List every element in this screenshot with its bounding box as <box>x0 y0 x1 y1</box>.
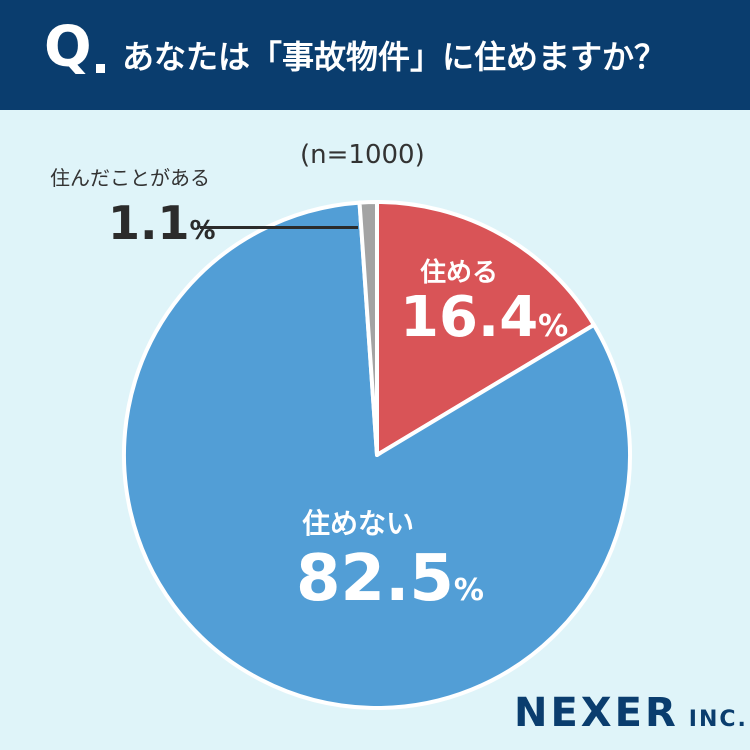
q-mark: Q <box>44 15 92 80</box>
slice-label-cannot-live: 住めない <box>302 507 415 540</box>
q-dot <box>96 64 105 73</box>
percent-unit: % <box>189 216 216 246</box>
question-header: Q あなたは「事故物件」に住めますか？ <box>0 0 750 110</box>
percent-unit: % <box>453 573 484 608</box>
logo-main: NEXER <box>514 690 679 736</box>
value-number: 1.1 <box>108 196 190 250</box>
pie-slice-can-live <box>375 200 596 457</box>
logo-sub: INC. <box>688 707 748 732</box>
question-title: あなたは「事故物件」に住めますか？ <box>122 38 667 76</box>
slice-label-can-live: 住める <box>420 258 499 288</box>
slice-value-can-live: 16.4% <box>400 285 568 350</box>
slice-label-have-lived: 住んだことがある <box>50 166 210 190</box>
pie-slice-have-lived <box>357 199 379 457</box>
percent-unit: % <box>538 309 569 344</box>
sample-size: (n=1000) <box>300 140 425 170</box>
value-number: 82.5 <box>296 542 454 616</box>
value-number: 16.4 <box>400 285 539 350</box>
leader-line <box>200 226 358 229</box>
slice-value-cannot-live: 82.5% <box>296 542 484 616</box>
slice-value-have-lived: 1.1% <box>108 196 216 250</box>
nexer-logo: NEXER INC. <box>514 690 748 736</box>
